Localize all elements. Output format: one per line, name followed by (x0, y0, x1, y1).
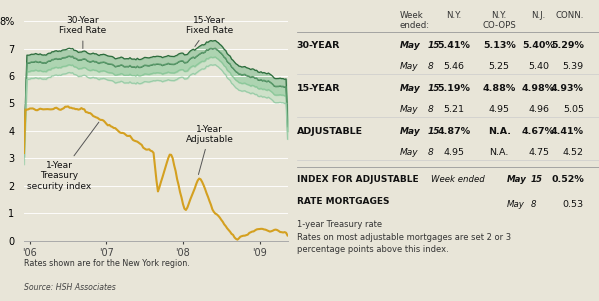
Text: 15-Year
Fixed Rate: 15-Year Fixed Rate (186, 16, 233, 46)
Text: May: May (400, 62, 418, 71)
Text: 30-Year
Fixed Rate: 30-Year Fixed Rate (59, 16, 107, 48)
Text: 5.46: 5.46 (443, 62, 464, 71)
Text: 15: 15 (531, 175, 543, 184)
Text: 4.87%: 4.87% (437, 127, 470, 136)
Text: 4.41%: 4.41% (551, 127, 584, 136)
Text: 4.75: 4.75 (528, 148, 549, 157)
Text: 15: 15 (428, 127, 441, 136)
Text: 5.05: 5.05 (563, 105, 584, 114)
Text: 15: 15 (428, 41, 441, 50)
Text: May: May (507, 175, 527, 184)
Text: May: May (400, 127, 420, 136)
Text: Rates shown are for the New York region.: Rates shown are for the New York region. (24, 259, 190, 268)
Text: 5.41%: 5.41% (437, 41, 470, 50)
Text: 4.95: 4.95 (489, 105, 510, 114)
Text: 4.67%: 4.67% (522, 127, 555, 136)
Text: May: May (400, 148, 418, 157)
Text: N.A.: N.A. (488, 127, 511, 136)
Text: Week
ended:: Week ended: (400, 11, 429, 30)
Text: 15: 15 (428, 84, 441, 93)
Text: Week ended: Week ended (431, 175, 485, 184)
Text: 5.13%: 5.13% (483, 41, 516, 50)
Text: 5.29%: 5.29% (551, 41, 584, 50)
Text: 5.40: 5.40 (528, 62, 549, 71)
Text: 0.53: 0.53 (562, 200, 584, 209)
Text: N.J.: N.J. (531, 11, 546, 20)
Text: 8: 8 (428, 148, 434, 157)
Text: 1-Year
Treasury
security index: 1-Year Treasury security index (27, 122, 99, 191)
Text: May: May (507, 200, 525, 209)
Text: CONN.: CONN. (555, 11, 584, 20)
Text: ADJUSTABLE: ADJUSTABLE (297, 127, 362, 136)
Text: 15-YEAR: 15-YEAR (297, 84, 340, 93)
Text: RATE MORTGAGES: RATE MORTGAGES (297, 197, 389, 206)
Text: 4.88%: 4.88% (483, 84, 516, 93)
Text: 8: 8 (428, 62, 434, 71)
Text: N.Y.
CO-OPS: N.Y. CO-OPS (482, 11, 516, 30)
Text: 4.93%: 4.93% (551, 84, 584, 93)
Text: Rates on most adjustable mortgages are set 2 or 3
percentage points above this i: Rates on most adjustable mortgages are s… (297, 233, 510, 254)
Text: N.Y.: N.Y. (446, 11, 461, 20)
Text: 5.19%: 5.19% (437, 84, 470, 93)
Text: N.A.: N.A. (489, 148, 509, 157)
Text: 0.52%: 0.52% (551, 175, 584, 184)
Text: May: May (400, 105, 418, 114)
Text: 1-year Treasury rate: 1-year Treasury rate (297, 220, 382, 229)
Text: 5.39: 5.39 (562, 62, 584, 71)
Text: Source: HSH Associates: Source: HSH Associates (24, 284, 116, 293)
Text: 1-Year
Adjustable: 1-Year Adjustable (186, 125, 234, 175)
Text: 4.52: 4.52 (563, 148, 584, 157)
Text: 5.40%: 5.40% (522, 41, 555, 50)
Text: 4.96: 4.96 (528, 105, 549, 114)
Text: 30-YEAR: 30-YEAR (297, 41, 340, 50)
Text: May: May (400, 41, 420, 50)
Text: 5.25: 5.25 (489, 62, 510, 71)
Text: 5.21: 5.21 (443, 105, 464, 114)
Text: 8: 8 (531, 200, 537, 209)
Text: 8: 8 (428, 105, 434, 114)
Text: May: May (400, 84, 420, 93)
Text: 4.95: 4.95 (443, 148, 464, 157)
Text: INDEX FOR ADJUSTABLE: INDEX FOR ADJUSTABLE (297, 175, 418, 184)
Text: 4.98%: 4.98% (522, 84, 555, 93)
